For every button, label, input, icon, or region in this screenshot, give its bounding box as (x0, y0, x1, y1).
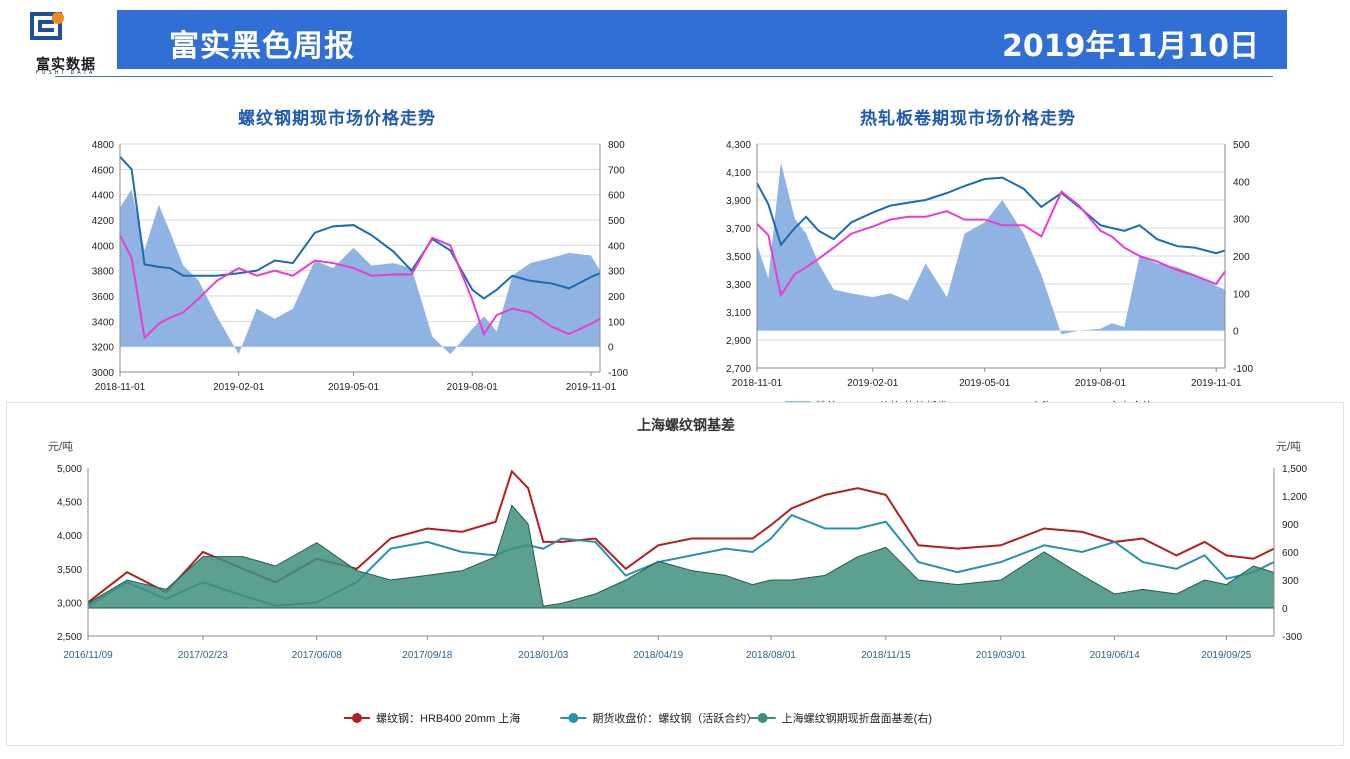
y-tick-label-right: 200 (1233, 252, 1250, 263)
y-tick-label-left: 2,700 (726, 364, 751, 375)
y-tick-label-left: 4600 (92, 165, 115, 176)
y-tick-label-left: 3,900 (726, 196, 751, 207)
header-bar: 富实黑色周报 2019年11月10日 (117, 10, 1287, 69)
x-tick-label: 2018/08/01 (746, 650, 796, 661)
y-tick-label-left: 3,000 (57, 598, 82, 609)
legend-marker (568, 713, 579, 723)
y-axis-unit-left: 元/吨 (48, 440, 73, 453)
legend-label: 螺纹钢：HRB400 20mm 上海 (376, 711, 520, 725)
y-tick-label-right: 400 (608, 241, 625, 252)
y-tick-label-left: 4,500 (57, 498, 82, 509)
y-tick-label-right: 300 (1233, 215, 1250, 226)
x-tick-label: 2017/02/23 (178, 650, 228, 661)
x-tick-label: 2019/03/01 (976, 650, 1026, 661)
y-tick-label-left: 4,000 (57, 531, 82, 542)
x-tick-label: 2017/06/08 (292, 650, 342, 661)
y-tick-label-right: 500 (1233, 140, 1250, 151)
x-tick-label: 2019-02-01 (213, 382, 265, 393)
chart-title: 上海螺纹钢基差 (637, 417, 735, 433)
series-line-2 (756, 190, 1226, 298)
logo-text: 富实数据 (36, 57, 96, 73)
y-tick-label-right: 100 (1233, 289, 1250, 300)
y-tick-label-right: 300 (1282, 576, 1299, 587)
chart-rebar-title: 螺纹钢期现市场价格走势 (238, 109, 436, 129)
x-tick-label: 2018/11/15 (861, 650, 911, 661)
x-tick-label: 2019-08-01 (1075, 378, 1127, 389)
y-tick-label-left: 4,100 (726, 168, 751, 179)
y-tick-label-right: 400 (1233, 177, 1250, 188)
y-tick-label-right: 1,500 (1282, 464, 1307, 475)
chart-shanghai-rebar-basis: 5,000 4,500 4,000 3,500 3,000 2,500 1,500 1,200… (48, 417, 1307, 725)
x-tick-label: 2018-11-01 (732, 378, 783, 389)
y-tick-label-left: 4400 (92, 191, 115, 202)
x-tick-label: 2019-05-01 (328, 382, 380, 393)
y-tick-label-right: 100 (608, 317, 625, 328)
x-tick-label: 2019/09/25 (1201, 650, 1251, 661)
y-tick-label-right: 200 (608, 292, 625, 303)
y-tick-label-left: 2,500 (57, 632, 82, 643)
series-area-2 (87, 504, 1275, 609)
chart-rebar: 4800460044004200400038003600340032003000… (92, 140, 629, 417)
y-tick-label-right: -300 (1282, 632, 1302, 643)
y-tick-label-right: 1,200 (1282, 492, 1307, 503)
report-date: 2019年11月10日 (1002, 29, 1259, 64)
y-tick-label-left: 4,300 (726, 140, 751, 151)
y-tick-label-right: -100 (1233, 364, 1253, 375)
y-tick-label-left: 3400 (92, 317, 115, 328)
y-axis-unit-right: 元/吨 (1276, 440, 1301, 453)
page-title: 富实黑色周报 (169, 29, 355, 64)
y-tick-label-left: 4800 (92, 140, 115, 151)
y-tick-label-right: 500 (608, 216, 625, 227)
y-tick-label-left: 4000 (92, 241, 115, 252)
y-tick-label-right: 700 (608, 165, 625, 176)
y-tick-label-left: 2,900 (726, 336, 751, 347)
chart-hrc: 4,300 4,100 3,900 3,700 3,500 3,300 3,100 2,900… (726, 140, 1253, 413)
x-tick-label: 2019-05-01 (959, 378, 1011, 389)
y-tick-label-right: 300 (608, 267, 625, 278)
y-tick-label-left: 3600 (92, 292, 115, 303)
y-tick-label-left: 3,300 (726, 280, 751, 291)
y-tick-label-left: 4200 (92, 216, 115, 227)
x-tick-label: 2018-11-01 (95, 382, 146, 393)
y-tick-label-right: 600 (608, 191, 625, 202)
y-tick-label-right: 0 (1233, 327, 1239, 338)
series-area-0 (757, 162, 1225, 335)
y-tick-label-left: 3,100 (726, 308, 751, 319)
header-divider (55, 76, 1273, 77)
y-tick-label-left: 3200 (92, 343, 115, 354)
series-line-1 (119, 155, 601, 300)
y-tick-label-left: 3,700 (726, 224, 751, 235)
y-tick-label-left: 3000 (92, 368, 115, 379)
y-tick-label-right: -100 (608, 368, 628, 379)
logo-mark-icon (30, 12, 64, 40)
y-tick-label-left: 3800 (92, 267, 115, 278)
x-tick-label: 2018/01/03 (518, 650, 568, 661)
legend-marker (352, 713, 362, 723)
x-tick-label: 2017/09/18 (402, 650, 452, 661)
chart-hrc-title: 热轧板卷期现市场价格走势 (860, 109, 1076, 129)
brand-logo: 富实数据 FUSHI DATA (14, 8, 120, 76)
x-tick-label: 2019-11-01 (566, 382, 617, 393)
x-tick-label: 2019-11-01 (1191, 378, 1242, 389)
y-tick-label-left: 3,500 (726, 252, 751, 263)
legend-marker (757, 713, 768, 723)
y-tick-label-right: 600 (1282, 548, 1299, 559)
x-tick-label: 2019/06/14 (1090, 650, 1140, 661)
y-tick-label-right: 800 (608, 140, 625, 151)
y-tick-label-left: 5,000 (57, 464, 82, 475)
y-tick-label-right: 900 (1282, 520, 1299, 531)
y-tick-label-right: 0 (1282, 604, 1288, 615)
y-tick-label-right: 0 (608, 343, 614, 354)
series-line-1 (756, 176, 1226, 255)
series-area-0 (120, 189, 600, 355)
series-line-2 (119, 234, 601, 340)
logo-subtext: FUSHI DATA (36, 70, 96, 76)
x-tick-label: 2018/04/19 (633, 650, 683, 661)
x-tick-label: 2019-08-01 (447, 382, 499, 393)
y-tick-label-left: 3,500 (57, 565, 82, 576)
x-tick-label: 2019-02-01 (847, 378, 899, 389)
legend-label: 期货收盘价：螺纹钢（活跃合约） (592, 711, 757, 725)
legend-label: 上海螺纹钢期现折盘面基差(右) (782, 711, 932, 725)
x-tick-label: 2016/11/09 (63, 650, 113, 661)
